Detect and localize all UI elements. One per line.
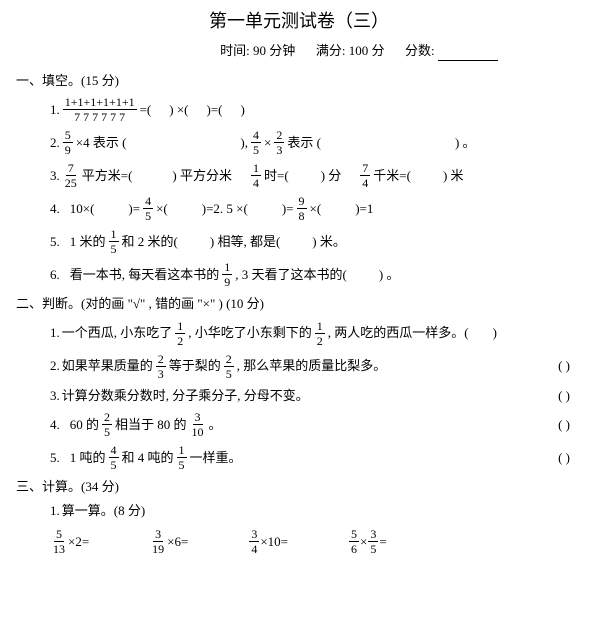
- fraction: 319: [150, 528, 166, 555]
- fraction: 725: [63, 162, 79, 189]
- calc-row: 513 ×2= 319 ×6= 34 ×10= 56 × 35 =: [50, 528, 582, 555]
- full-label: 满分:: [316, 43, 346, 58]
- q-num: 3.: [50, 386, 60, 406]
- calc-item-3: 34 ×10=: [248, 528, 288, 555]
- s1-q2: 2. 59 ×4 表示 ( ), 45 × 23 表示 ( ) 。: [50, 129, 582, 156]
- fraction: 98: [297, 195, 307, 222]
- time-value: 90 分钟: [253, 43, 295, 58]
- q-num: 2.: [50, 356, 60, 376]
- s1-q6: 6. 看一本书, 每天看这本书的 19 , 3 天看了这本书的( ) 。: [50, 261, 582, 288]
- s3-q1: 1. 算一算。(8 分): [50, 501, 582, 521]
- s1-q3: 3. 725 平方米=( ) 平方分米 14 时=( ) 分 74 千米=( )…: [50, 162, 582, 189]
- s1-q5: 5. 1 米的 15 和 2 米的( ) 相等, 都是( ) 米。: [50, 228, 582, 255]
- fraction: 25: [224, 353, 234, 380]
- section-2-header: 二、判断。(对的画 "√" , 错的画 "×" ) (10 分): [16, 294, 582, 314]
- fraction: 513: [51, 528, 67, 555]
- fraction: 45: [251, 129, 261, 156]
- time-label: 时间:: [220, 43, 250, 58]
- calc-item-2: 319 ×6=: [149, 528, 188, 555]
- fraction: 74: [360, 162, 370, 189]
- s2-q1: 1. 一个西瓜, 小东吃了 12 , 小华吃了小东剩下的 12 , 两人吃的西瓜…: [50, 320, 582, 347]
- s2-q2: 2. 如果苹果质量的 23 等于梨的 25 , 那么苹果的质量比梨多。 ( ): [50, 353, 570, 380]
- fraction: 15: [177, 444, 187, 471]
- fraction: 35: [368, 528, 378, 555]
- fraction: 45: [109, 444, 119, 471]
- fraction: 23: [274, 129, 284, 156]
- section-3-header: 三、计算。(34 分): [16, 477, 582, 497]
- s1-q1: 1. 1+1+1+1+1+1 7 7 7 7 7 7 =( ) ×( )=( ): [50, 96, 582, 123]
- s2-q3: 3. 计算分数乘分数时, 分子乘分子, 分母不变。 ( ): [50, 386, 570, 406]
- section-1-header: 一、填空。(15 分): [16, 71, 582, 91]
- fraction: 12: [315, 320, 325, 347]
- q-num: 5.: [50, 448, 60, 468]
- calc-item-1: 513 ×2=: [50, 528, 89, 555]
- q-num: 5.: [50, 232, 60, 252]
- q-num: 3.: [50, 166, 60, 186]
- fraction: 34: [249, 528, 259, 555]
- fraction: 25: [102, 411, 112, 438]
- fraction: 59: [63, 129, 73, 156]
- answer-paren: ( ): [558, 356, 570, 376]
- fraction: 14: [251, 162, 261, 189]
- answer-paren: ( ): [558, 448, 570, 468]
- calc-item-4: 56 × 35 =: [348, 528, 387, 555]
- q-num: 4.: [50, 199, 60, 219]
- q-num: 1.: [50, 501, 60, 521]
- q-num: 1.: [50, 323, 60, 343]
- score-blank: [438, 47, 498, 61]
- fraction: 23: [156, 353, 166, 380]
- q-num: 6.: [50, 265, 60, 285]
- fraction: 12: [175, 320, 185, 347]
- page-title: 第一单元测试卷（三）: [16, 8, 582, 35]
- fraction: 15: [109, 228, 119, 255]
- q-num: 2.: [50, 133, 60, 153]
- q-num: 1.: [50, 100, 60, 120]
- s2-q5: 5. 1 吨的 45 和 4 吨的 15 一样重。 ( ): [50, 444, 570, 471]
- meta-line: 时间: 90 分钟 满分: 100 分 分数:: [16, 41, 582, 61]
- fraction: 56: [349, 528, 359, 555]
- answer-paren: ( ): [558, 415, 570, 435]
- fraction: 1+1+1+1+1+1 7 7 7 7 7 7: [63, 96, 137, 123]
- q-num: 4.: [50, 415, 60, 435]
- s1-q4: 4. 10×( )= 45 ×( )=2. 5 ×( )= 98 ×( )=1: [50, 195, 582, 222]
- answer-paren: ( ): [558, 386, 570, 406]
- fraction: 45: [143, 195, 153, 222]
- fraction: 310: [190, 411, 206, 438]
- full-value: 100 分: [349, 43, 385, 58]
- score-label: 分数:: [405, 43, 435, 58]
- s2-q4: 4. 60 的 25 相当于 80 的 310 。 ( ): [50, 411, 570, 438]
- fraction: 19: [222, 261, 232, 288]
